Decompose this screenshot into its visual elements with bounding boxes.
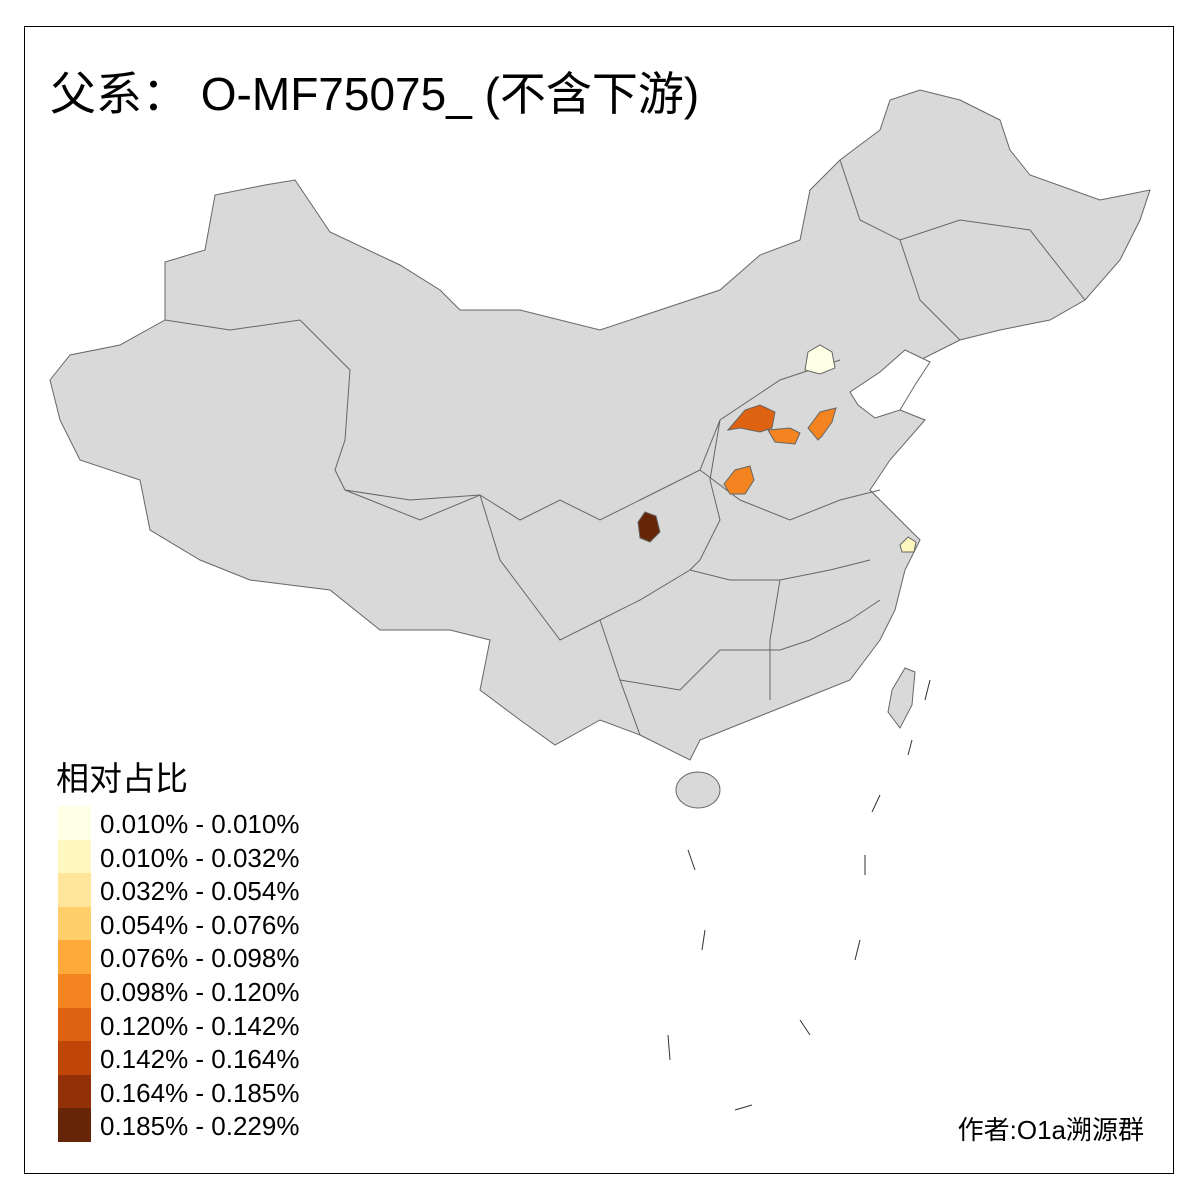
plot-border [24,26,1174,1174]
region-shanxi-north [726,404,776,433]
legend-label: 0.032% - 0.054% [100,876,300,907]
legend-swatch [58,1007,91,1042]
region-beijing [804,344,836,375]
china-mainland [49,89,1151,761]
legend-swatch [58,906,91,941]
bohai-sea [849,349,931,419]
legend-title: 相对占比 [56,760,188,797]
legend-label: 0.164% - 0.185% [100,1077,300,1108]
legend-label: 0.142% - 0.164% [100,1044,300,1075]
legend-swatch [58,1074,91,1109]
map-title: 父系： O-MF75075_ (不含下游) [50,68,700,120]
region-sichuan [637,511,661,543]
region-henan-west [723,465,755,495]
legend-swatch [58,973,91,1008]
legend-swatch [58,940,91,974]
legend-label: 0.054% - 0.076% [100,909,300,940]
hainan-island [675,771,721,809]
legend-swatch [58,873,91,907]
legend-swatch [58,1108,91,1142]
region-shanghai [899,536,917,553]
author-credit: 作者:O1a溯源群 [957,1115,1144,1145]
legend-label: 0.120% - 0.142% [100,1010,300,1041]
region-shanxi-central [767,427,801,445]
legend-label: 0.098% - 0.120% [100,976,300,1007]
province-borders [164,159,1086,736]
south-sea-islands [667,679,931,1111]
legend-label: 0.010% - 0.010% [100,809,300,839]
legend-label: 0.010% - 0.032% [100,842,300,873]
legend-swatch [58,1041,91,1075]
region-hebei [807,407,837,441]
taiwan-island [887,667,916,729]
legend-label: 0.076% - 0.098% [100,943,300,974]
legend-label: 0.185% - 0.229% [100,1111,300,1142]
legend-swatch [58,806,91,840]
legend-swatch [58,839,91,874]
